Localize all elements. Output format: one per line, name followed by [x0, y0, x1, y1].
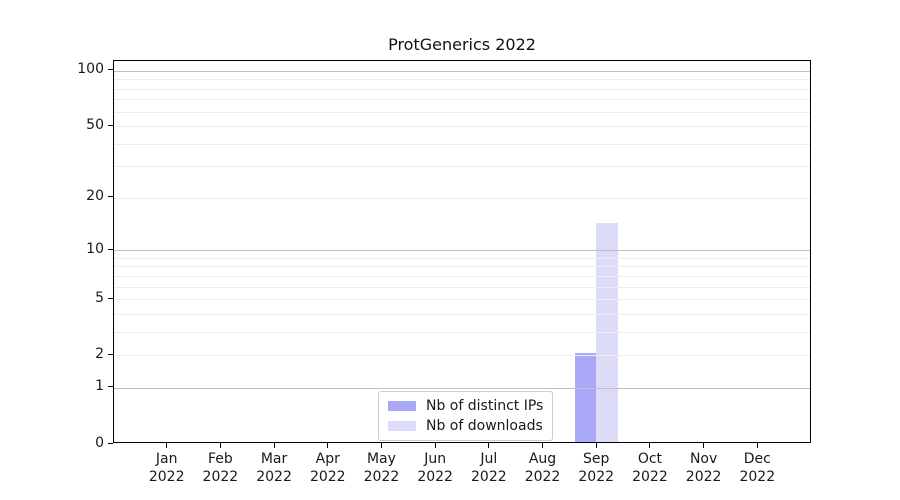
gridline-minor — [114, 126, 810, 128]
y-tick — [108, 69, 113, 71]
x-tick — [273, 443, 275, 448]
chart-title: ProtGenerics 2022 — [388, 35, 536, 54]
x-tick — [595, 443, 597, 448]
gridline-minor — [114, 257, 810, 259]
gridline-minor — [114, 99, 810, 101]
gridline-minor — [114, 275, 810, 277]
x-tick-label: Jul 2022 — [471, 451, 507, 485]
y-tick — [108, 248, 113, 250]
gridlines-layer — [114, 61, 810, 442]
x-tick — [703, 443, 705, 448]
gridline-minor — [114, 286, 810, 288]
y-tick — [108, 297, 113, 299]
x-tick-label: Sep 2022 — [578, 451, 615, 485]
y-tick-label: 5 — [95, 289, 104, 306]
gridline-minor — [114, 143, 810, 145]
y-tick — [108, 196, 113, 198]
y-tick-label: 2 — [95, 345, 104, 362]
y-tick-label: 100 — [77, 61, 104, 78]
x-tick-label: Nov 2022 — [685, 451, 722, 485]
gridline-minor — [114, 166, 810, 168]
gridline-minor — [114, 88, 810, 90]
legend-item-distinct-ips: Nb of distinct IPs — [388, 398, 543, 414]
bar-distinct-ips — [574, 353, 597, 442]
y-tick-label: 1 — [95, 378, 104, 395]
x-tick — [756, 443, 758, 448]
x-tick-label: May 2022 — [363, 451, 400, 485]
y-tick — [108, 353, 113, 355]
gridline-major — [114, 70, 810, 72]
x-tick-label: Dec 2022 — [739, 451, 776, 485]
gridline-major — [114, 387, 810, 389]
gridline-minor — [114, 313, 810, 315]
legend-swatch-distinct-ips — [388, 401, 416, 411]
x-tick — [649, 443, 651, 448]
y-tick-label: 10 — [86, 240, 104, 257]
y-tick — [108, 124, 113, 126]
y-tick-label: 50 — [86, 116, 104, 133]
legend-item-downloads: Nb of downloads — [388, 418, 543, 434]
x-tick-label: Oct 2022 — [632, 451, 668, 485]
gridline-major — [114, 250, 810, 252]
x-tick — [166, 443, 168, 448]
plot-area: Nb of distinct IPs Nb of downloads — [113, 60, 811, 443]
y-tick-label: 20 — [86, 188, 104, 205]
legend-label-downloads: Nb of downloads — [426, 418, 543, 434]
x-tick — [542, 443, 544, 448]
gridline-minor — [114, 266, 810, 268]
y-tick-label: 0 — [95, 434, 104, 451]
x-tick-label: Aug 2022 — [524, 451, 561, 485]
legend-label-distinct-ips: Nb of distinct IPs — [426, 398, 544, 414]
legend-swatch-downloads — [388, 421, 416, 431]
x-tick-label: Jun 2022 — [417, 451, 453, 485]
y-tick — [108, 386, 113, 388]
gridline-minor — [114, 299, 810, 301]
x-tick — [488, 443, 490, 448]
x-tick-label: Feb 2022 — [202, 451, 239, 485]
x-tick-label: Apr 2022 — [309, 451, 346, 485]
x-tick — [434, 443, 436, 448]
x-tick-label: Jan 2022 — [148, 451, 185, 485]
gridline-minor — [114, 197, 810, 199]
gridline-minor — [114, 111, 810, 113]
x-tick — [327, 443, 329, 448]
y-tick — [108, 442, 113, 444]
x-tick — [380, 443, 382, 448]
legend: Nb of distinct IPs Nb of downloads — [378, 391, 554, 441]
gridline-minor — [114, 331, 810, 333]
gridline-minor — [114, 355, 810, 357]
x-tick-label: Mar 2022 — [256, 451, 292, 485]
x-tick — [219, 443, 221, 448]
gridline-minor — [114, 79, 810, 81]
